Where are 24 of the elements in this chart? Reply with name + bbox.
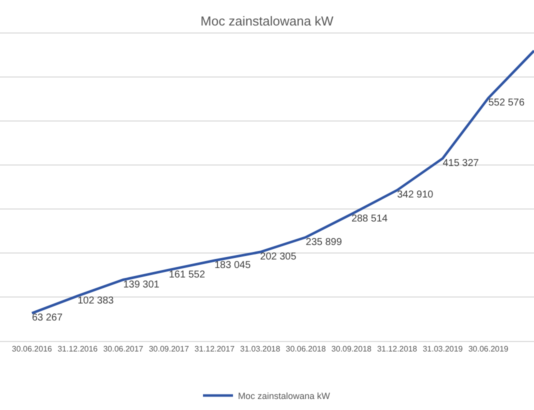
x-tick-label: 30.06.2017 (103, 344, 144, 354)
data-label: 139 301 (123, 279, 160, 290)
x-tick-label: 31.12.2017 (194, 344, 236, 354)
x-tick-label: 30.09.2018 (331, 344, 372, 354)
x-tick-label: 30.06.2016 (12, 344, 53, 354)
data-label: 202 305 (260, 252, 297, 263)
data-label: 342 910 (397, 190, 434, 201)
x-tick-label: 31.03.2018 (240, 344, 281, 354)
data-label: 63 267 (32, 312, 63, 324)
data-label: 102 383 (78, 295, 114, 306)
data-label: 183 045 (214, 260, 252, 272)
data-label: 552 576 (488, 98, 525, 109)
x-tick-label: 30.06.2019 (468, 344, 509, 354)
data-label: 235 899 (306, 236, 342, 248)
data-label: 288 514 (351, 214, 388, 225)
chart-title: Moc zainstalowana kW (200, 14, 334, 28)
x-tick-label: 30.09.2017 (148, 344, 190, 354)
x-tick-label: 31.12.2018 (377, 344, 418, 354)
legend-label: Moc zainstalowana kW (238, 391, 331, 402)
x-tick-label: 31.12.2016 (58, 344, 98, 354)
data-label: 415 327 (442, 158, 480, 169)
x-tick-label: 30.06.2018 (286, 344, 326, 354)
x-tick-label: 31.03.2019 (422, 344, 464, 354)
data-label: 161 552 (168, 269, 206, 280)
